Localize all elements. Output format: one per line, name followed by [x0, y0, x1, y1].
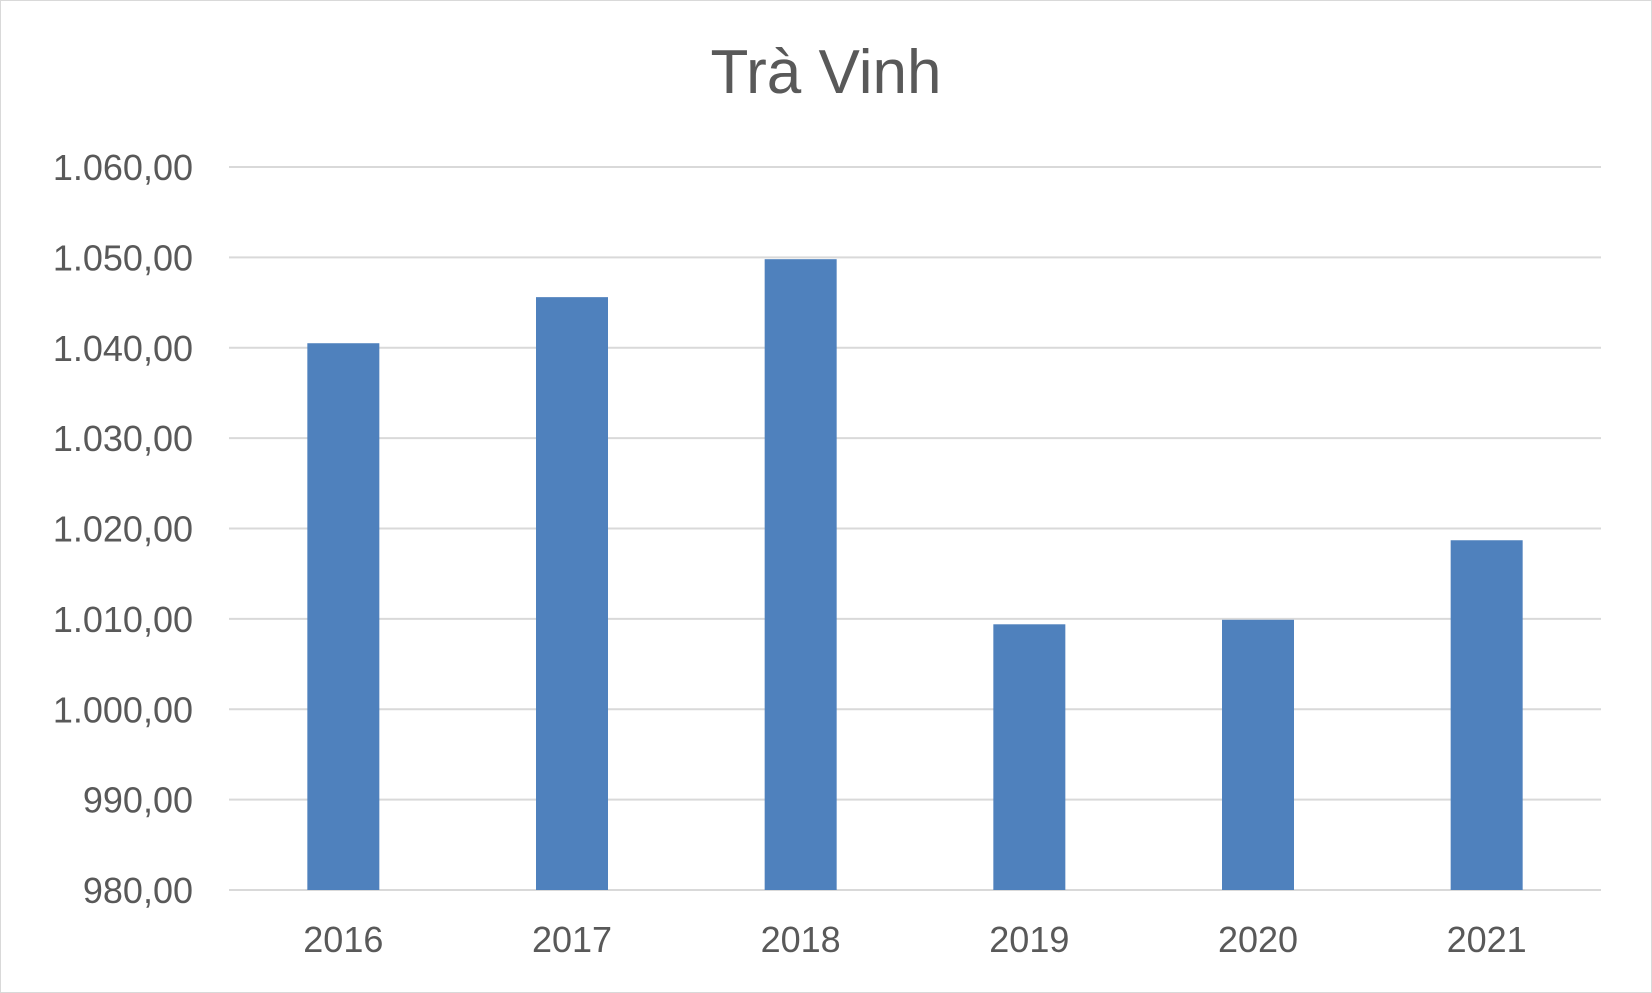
y-tick-label: 980,00 — [83, 870, 193, 911]
y-tick-label: 1.020,00 — [53, 509, 193, 550]
gridlines — [229, 166, 1601, 891]
x-tick-label: 2021 — [1447, 919, 1527, 960]
y-tick-label: 1.060,00 — [53, 147, 193, 188]
x-axis-tick-labels: 2016 2017 2018 2019 2020 2021 — [303, 919, 1526, 960]
y-axis-tick-labels: 980,00 990,00 1.000,00 1.010,00 1.020,00 1.03… — [53, 147, 193, 911]
x-tick-label: 2018 — [761, 919, 841, 960]
bar-2020 — [1222, 619, 1294, 890]
y-tick-label: 1.050,00 — [53, 237, 193, 278]
x-tick-label: 2016 — [303, 919, 383, 960]
x-tick-label: 2020 — [1218, 919, 1298, 960]
bar-2016 — [307, 343, 380, 890]
bar-2019 — [993, 624, 1066, 890]
y-tick-label: 1.010,00 — [53, 599, 193, 640]
y-tick-label: 1.040,00 — [53, 328, 193, 369]
chart-title: Trà Vinh — [711, 38, 942, 107]
bar-2021 — [1450, 540, 1523, 890]
x-tick-label: 2017 — [532, 919, 612, 960]
y-tick-label: 990,00 — [83, 780, 193, 821]
bar-2018 — [764, 259, 837, 890]
y-tick-label: 1.030,00 — [53, 418, 193, 459]
bars — [307, 259, 1523, 890]
x-tick-label: 2019 — [989, 919, 1069, 960]
bar-2017 — [536, 297, 608, 890]
y-tick-label: 1.000,00 — [53, 689, 193, 730]
